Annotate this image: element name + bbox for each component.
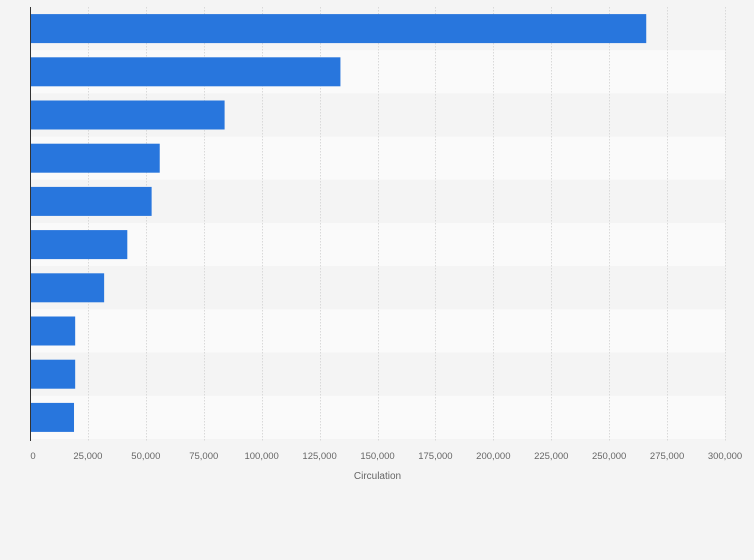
x-tick-label: 25,000 xyxy=(73,451,102,462)
x-tick-label: 250,000 xyxy=(592,451,626,462)
bar[interactable] xyxy=(30,359,76,389)
x-tick-label: 275,000 xyxy=(650,451,684,462)
bar[interactable] xyxy=(30,143,160,173)
plot-band xyxy=(30,395,725,439)
bar[interactable] xyxy=(30,14,647,44)
bar[interactable] xyxy=(30,402,75,432)
x-tick-label: 225,000 xyxy=(534,451,568,462)
x-tick-label: 75,000 xyxy=(189,451,218,462)
x-tick-label: 300,000 xyxy=(708,451,742,462)
bar[interactable] xyxy=(30,100,225,130)
x-tick-label: 175,000 xyxy=(418,451,452,462)
plot-band xyxy=(30,352,725,396)
plot-band xyxy=(30,223,725,267)
plot-band xyxy=(30,309,725,353)
x-axis-title: Circulation xyxy=(354,471,401,482)
bars xyxy=(30,14,647,432)
bar[interactable] xyxy=(30,273,105,303)
bar[interactable] xyxy=(30,230,128,260)
bar[interactable] xyxy=(30,57,341,87)
x-tick-label: 200,000 xyxy=(476,451,510,462)
x-tick-labels: 0 25,000 50,000 75,000 100,000 125,000 150,000… xyxy=(30,451,742,462)
x-tick-label: 125,000 xyxy=(302,451,336,462)
bar[interactable] xyxy=(30,316,76,346)
bar[interactable] xyxy=(30,186,152,216)
x-tick-label: 100,000 xyxy=(244,451,278,462)
x-tick-label: 50,000 xyxy=(131,451,160,462)
x-tick-label: 0 xyxy=(30,451,35,462)
plot-band xyxy=(30,266,725,310)
x-tick-label: 150,000 xyxy=(360,451,394,462)
